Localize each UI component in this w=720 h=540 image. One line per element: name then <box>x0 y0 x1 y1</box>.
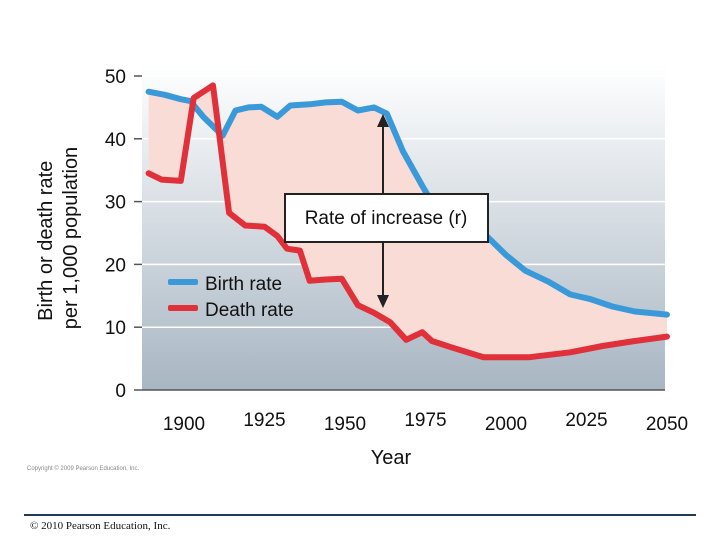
copyright-small: Copyright © 2009 Pearson Education, Inc. <box>27 466 140 472</box>
x-tick-label: 2000 <box>485 414 527 435</box>
x-tick-label: 1975 <box>404 410 446 431</box>
y-axis-ticks: 0 10 20 30 40 50 <box>105 67 126 402</box>
x-tick-label: 2025 <box>565 410 607 431</box>
legend-birth-swatch <box>168 279 198 285</box>
x-axis-ticks: 1900 1925 1950 1975 2000 2025 2050 <box>163 410 688 435</box>
y-axis-title: Birth or death rate per 1,000 population <box>35 147 82 329</box>
x-axis-title: Year <box>371 447 412 469</box>
y-tick-label: 10 <box>105 318 126 339</box>
legend-birth-label: Birth rate <box>205 274 282 295</box>
legend-death-label: Death rate <box>205 300 294 321</box>
footer-divider <box>24 514 696 516</box>
y-tick-label: 40 <box>105 130 126 151</box>
annotation-box <box>284 193 489 243</box>
birth-rate-line <box>145 88 670 318</box>
death-rate-line <box>145 82 670 361</box>
legend: Birth rate Death rate <box>168 274 294 321</box>
annotation-label: Rate of increase (r) <box>305 208 468 229</box>
y-tick-label: 0 <box>115 381 126 402</box>
y-tick-label: 50 <box>105 67 126 88</box>
x-tick-label: 1925 <box>243 410 285 431</box>
y-tick-label: 30 <box>105 193 126 214</box>
x-tick-label: 2050 <box>646 414 688 435</box>
x-tick-label: 1900 <box>163 414 205 435</box>
y-axis-title-line2: per 1,000 population <box>60 147 82 329</box>
y-tick-marks <box>134 75 142 391</box>
legend-death-swatch <box>168 305 198 311</box>
x-tick-label: 1950 <box>324 414 366 435</box>
y-axis-title-line1: Birth or death rate <box>35 161 57 321</box>
footer-copyright: © 2010 Pearson Education, Inc. <box>30 520 171 532</box>
y-tick-label: 20 <box>105 255 126 276</box>
